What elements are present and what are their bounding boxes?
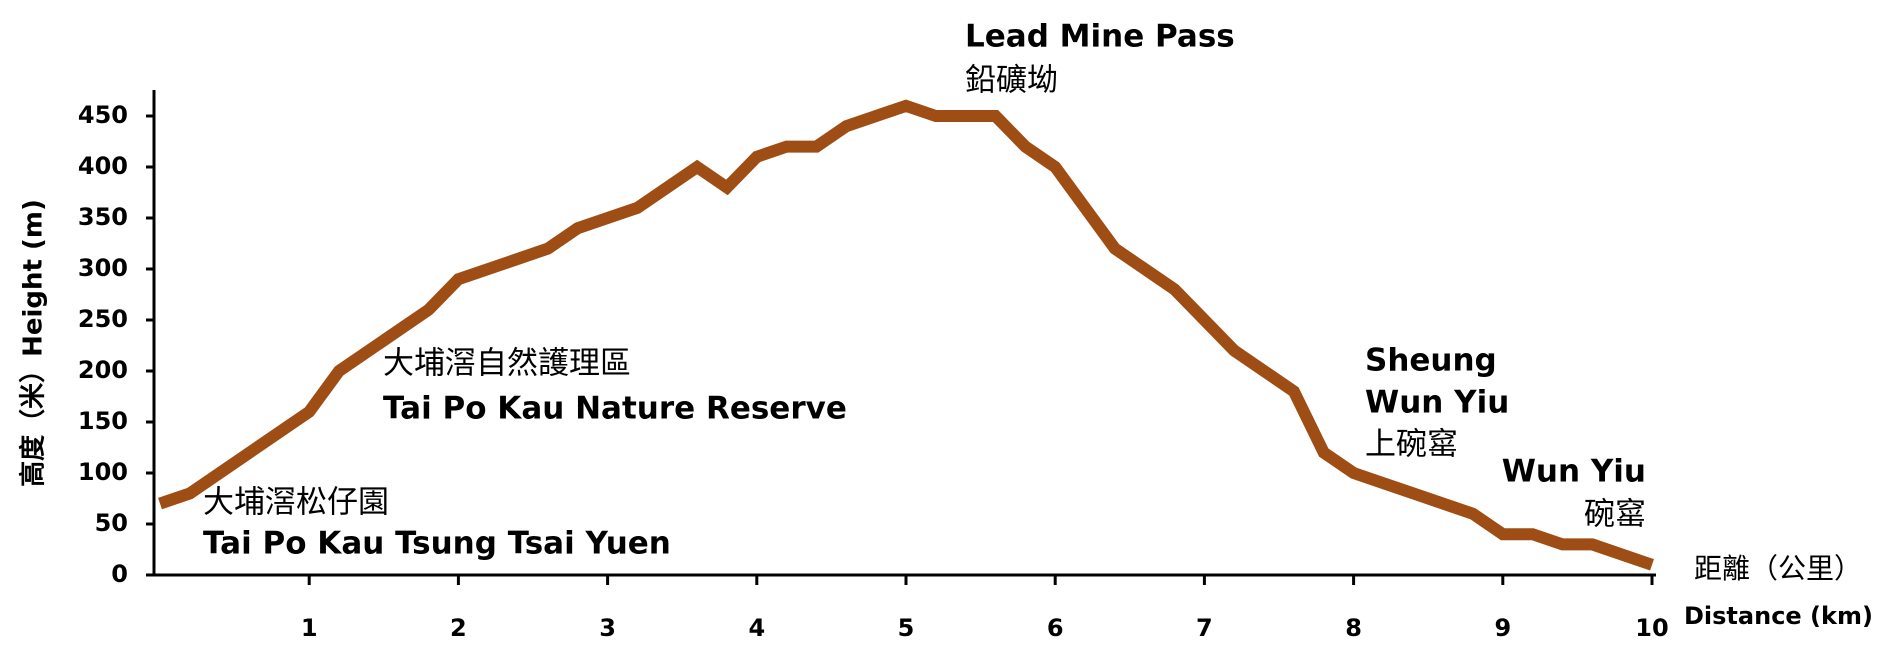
x-tick-label: 1 <box>301 614 318 642</box>
annotation: 大埔滘松仔園 <box>203 485 389 521</box>
annotation: Tai Po Kau Tsung Tsai Yuen <box>203 526 671 562</box>
annotation: 碗窰 <box>1584 497 1646 533</box>
y-tick-label: 0 <box>111 560 128 588</box>
elevation-line <box>158 99 1654 571</box>
annotation: Tai Po Kau Nature Reserve <box>383 391 847 427</box>
annotation: 上碗窰 <box>1365 427 1458 463</box>
annotation: Sheung <box>1365 343 1497 379</box>
x-tick-label: 8 <box>1345 614 1362 642</box>
annotation: 大埔滘自然護理區 <box>383 346 631 382</box>
annotation: Wun Yiu <box>1365 385 1509 421</box>
y-tick-label: 100 <box>78 458 128 486</box>
y-tick-label: 150 <box>78 407 128 435</box>
y-tick-label: 450 <box>78 101 128 129</box>
annotation: 鉛礦坳 <box>965 63 1058 99</box>
annotation: Lead Mine Pass <box>965 19 1235 55</box>
y-tick-label: 250 <box>78 305 128 333</box>
y-tick-label: 50 <box>95 509 128 537</box>
x-tick-label: 6 <box>1047 614 1064 642</box>
y-axis-label: 高度（米）Height (m) <box>18 199 49 487</box>
x-tick-label: 7 <box>1196 614 1213 642</box>
y-tick-label: 400 <box>78 152 128 180</box>
x-tick-label: 4 <box>748 614 765 642</box>
x-axis-label: 距離（公里） <box>1694 552 1862 585</box>
y-tick-label: 200 <box>78 356 128 384</box>
y-tick-label: 350 <box>78 203 128 231</box>
x-tick-label: 2 <box>450 614 467 642</box>
annotation: Wun Yiu <box>1502 454 1646 490</box>
x-tick-label: 10 <box>1635 614 1668 642</box>
x-tick-label: 9 <box>1494 614 1511 642</box>
x-tick-label: 5 <box>898 614 915 642</box>
x-tick-label: 3 <box>599 614 616 642</box>
x-axis-label: Distance (km) <box>1684 602 1873 630</box>
y-tick-label: 300 <box>78 254 128 282</box>
